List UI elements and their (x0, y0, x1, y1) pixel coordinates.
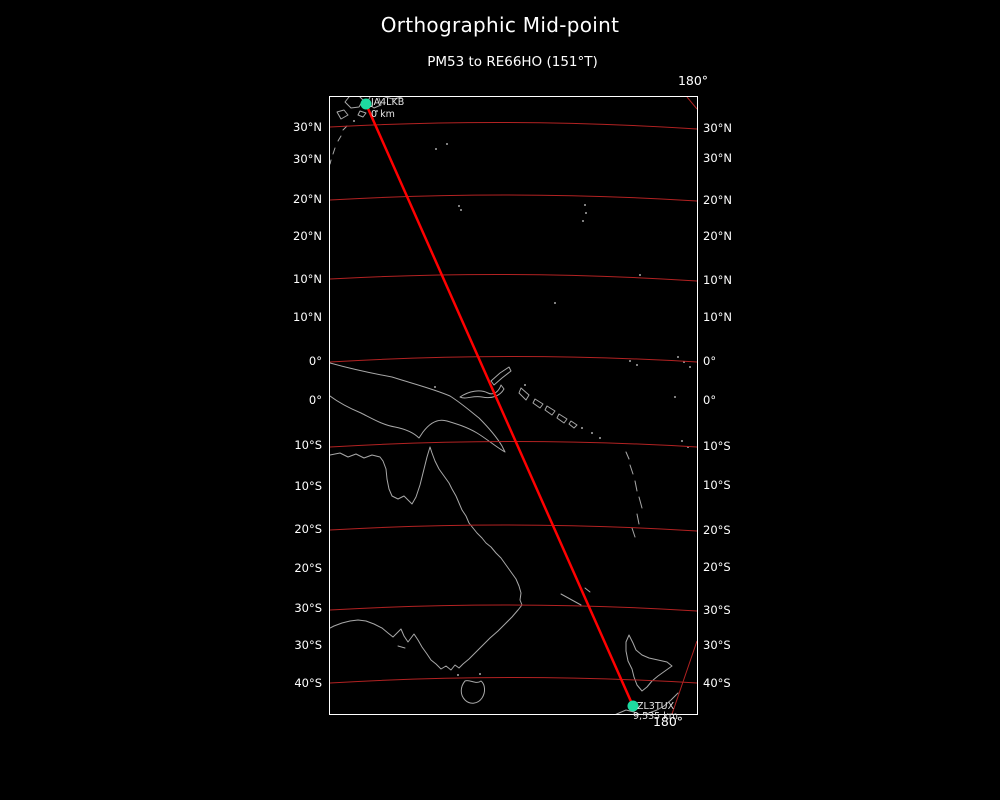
lat-tick-label: 30°N (703, 121, 732, 135)
parallel-line-0 (330, 356, 697, 363)
lat-tick-label: 0° (703, 393, 717, 407)
lat-tick-label: 10°N (293, 310, 322, 324)
lat-tick-label: 30°S (703, 603, 731, 617)
lat-tick-label: 10°S (703, 439, 731, 453)
lat-tick-label: 30°S (294, 601, 322, 615)
lat-tick-label: 10°S (703, 478, 731, 492)
end-distance-label: 9,535 km (633, 711, 678, 722)
lat-tick-label: 20°S (703, 523, 731, 537)
lat-tick-label: 20°N (293, 229, 322, 243)
lat-tick-label: 10°S (294, 479, 322, 493)
parallel-line-30N (330, 121, 697, 130)
lat-tick-label: 10°N (703, 273, 732, 287)
lat-tick-label: 0° (703, 354, 717, 368)
start-endpoint-marker (360, 98, 372, 110)
lat-tick-label: 30°S (703, 638, 731, 652)
meridian-label-top: 180° (677, 73, 709, 88)
lat-tick-label: 20°N (293, 192, 322, 206)
great-circle-path (364, 102, 635, 708)
meridian-label-bottom: 180° (652, 714, 684, 729)
coastlines-layer (330, 97, 691, 714)
start-callsign-label: JA4LKB (371, 97, 405, 108)
parallel-line-20N (330, 194, 697, 202)
parallel-line-20S (330, 524, 697, 532)
parallel-line-40S (330, 677, 697, 684)
parallel-line-10N (330, 273, 697, 282)
lat-tick-label: 10°S (294, 438, 322, 452)
lat-tick-label: 30°N (293, 152, 322, 166)
start-distance-label: 0 km (371, 109, 395, 120)
lat-tick-label: 40°S (703, 676, 731, 690)
parallel-line-30S (330, 604, 697, 612)
graticule-layer (330, 97, 697, 714)
lat-tick-label: 0° (308, 354, 322, 368)
lat-tick-label: 30°S (294, 638, 322, 652)
map-canvas (329, 96, 698, 715)
lat-tick-label: 0° (308, 393, 322, 407)
lat-tick-label: 20°N (703, 193, 732, 207)
lat-tick-label: 20°N (703, 229, 732, 243)
lat-tick-label: 20°S (294, 522, 322, 536)
lat-tick-label: 30°N (293, 120, 322, 134)
figure-title: Orthographic Mid-point (380, 13, 620, 37)
lat-tick-label: 20°S (703, 560, 731, 574)
great-circle-layer (364, 102, 635, 708)
endpoint-markers-layer (360, 98, 639, 712)
orthographic-map (330, 97, 697, 714)
lat-tick-label: 20°S (294, 561, 322, 575)
lat-tick-label: 30°N (703, 151, 732, 165)
meridian-180-segment-1 (671, 640, 697, 714)
end-callsign-label: ZL3TUX (637, 701, 675, 712)
lat-tick-label: 10°N (703, 310, 732, 324)
lat-tick-label: 40°S (294, 676, 322, 690)
map-subtitle: PM53 to RE66HO (151°T) (427, 54, 598, 70)
meridian-180-segment-0 (686, 97, 697, 110)
end-endpoint-marker (627, 700, 639, 712)
parallel-line-10S (330, 441, 697, 448)
lat-tick-label: 10°N (293, 272, 322, 286)
